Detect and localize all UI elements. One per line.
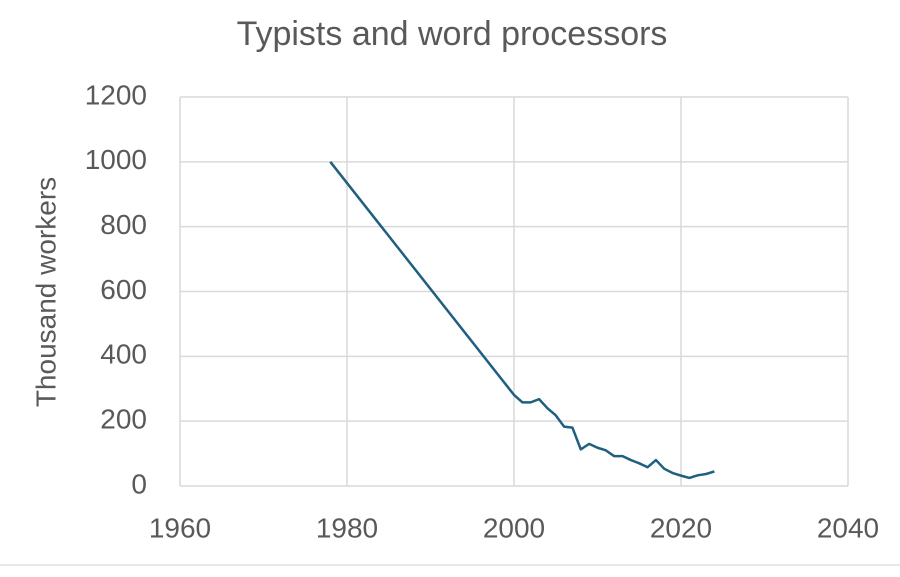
- x-tick-label: 2000: [483, 512, 545, 543]
- x-tick-label: 1960: [149, 512, 211, 543]
- y-tick-label: 600: [100, 274, 147, 305]
- y-tick-label: 1200: [85, 79, 147, 110]
- y-tick-label: 800: [100, 209, 147, 240]
- y-tick-label: 1000: [85, 144, 147, 175]
- data-line: [329, 161, 715, 480]
- x-tick-label: 1980: [316, 512, 378, 543]
- x-tick-label: 2040: [817, 512, 879, 543]
- y-tick-label: 200: [100, 404, 147, 435]
- y-tick-label: 0: [131, 468, 147, 499]
- x-tick-label: 2020: [650, 512, 712, 543]
- chart-title: Typists and word processors: [237, 15, 668, 53]
- y-axis-label: Thousand workers: [30, 177, 61, 407]
- y-tick-label: 400: [100, 339, 147, 370]
